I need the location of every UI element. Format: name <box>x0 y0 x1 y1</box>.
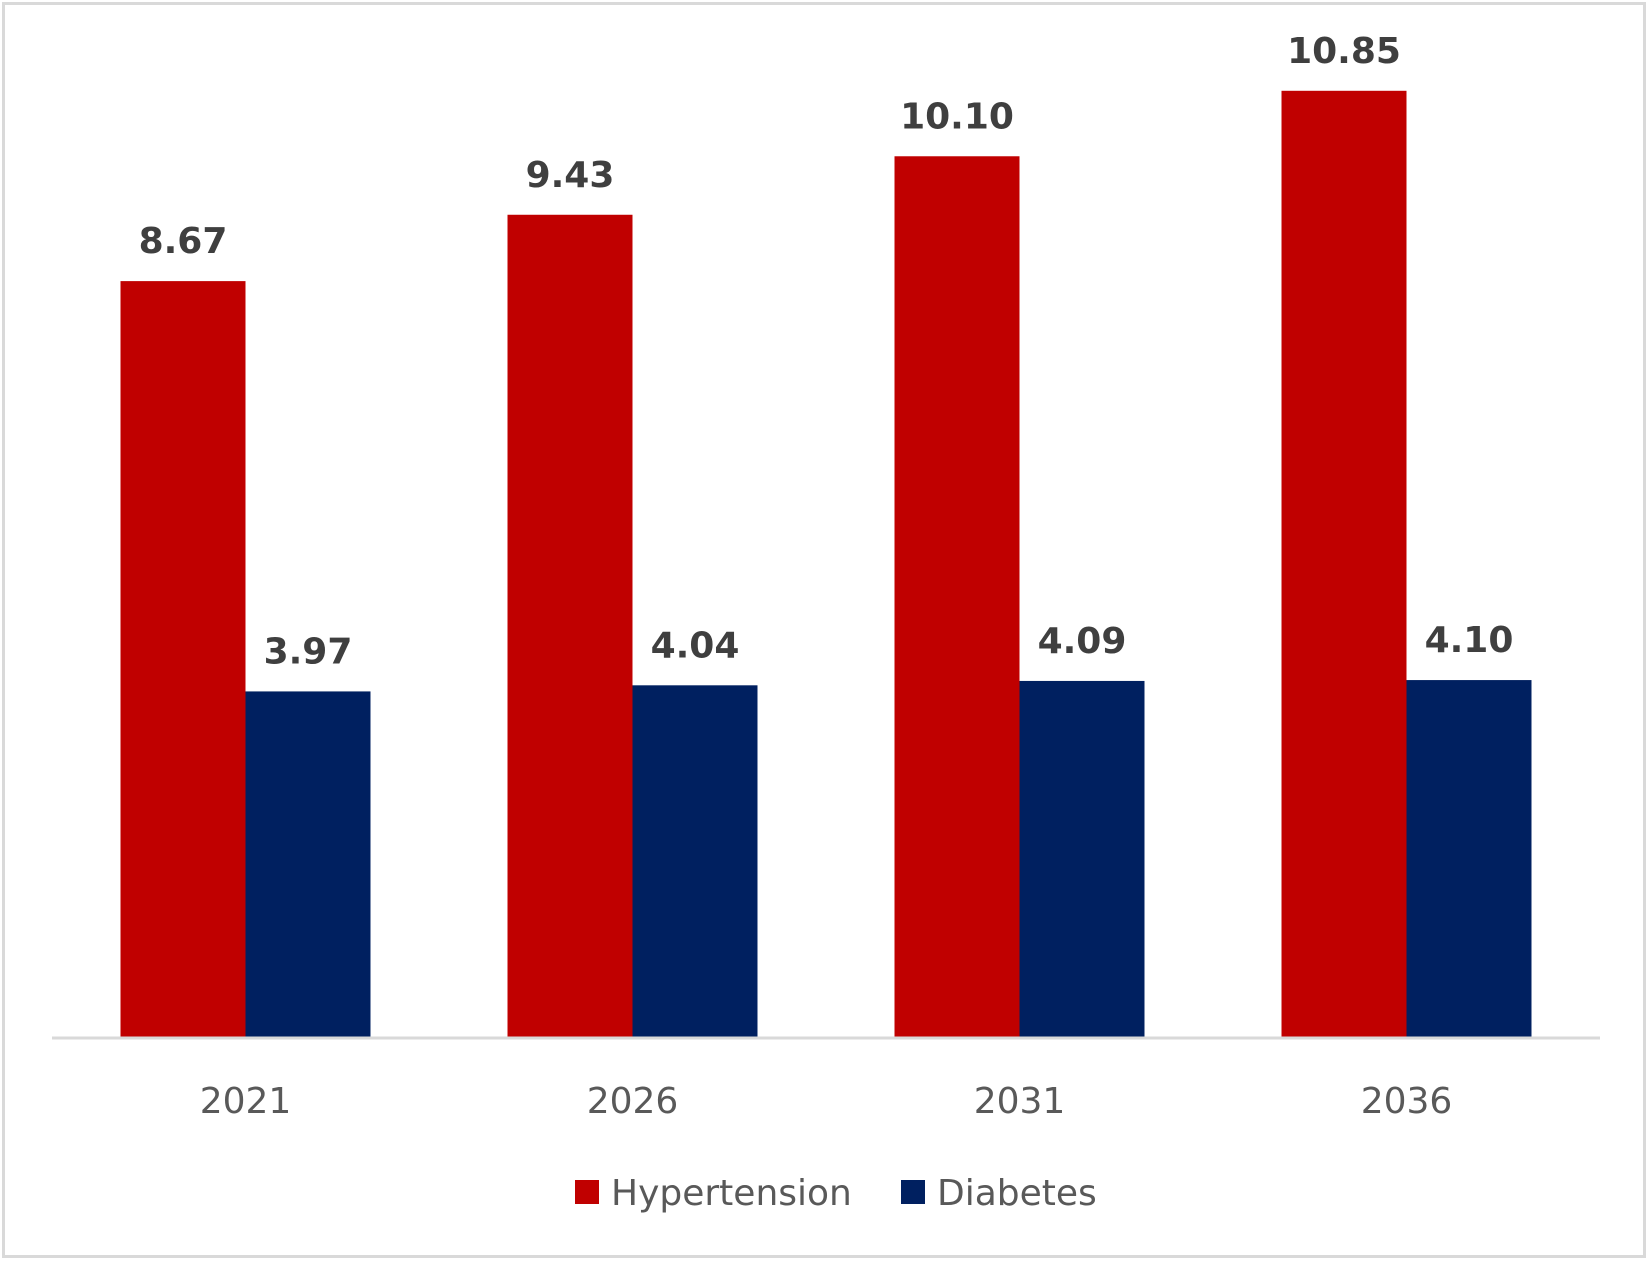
data-label-hypertension-2021: 8.67 <box>139 221 228 262</box>
x-tick-labels-group: 2021 2026 2031 2036 <box>200 1081 1453 1122</box>
bar-hypertension-2021 <box>120 281 246 1038</box>
legend-label-hypertension: Hypertension <box>611 1173 852 1214</box>
data-label-diabetes-2031: 4.09 <box>1038 621 1127 662</box>
legend: Hypertension Diabetes <box>575 1173 1097 1214</box>
bar-hypertension-2026 <box>507 214 633 1039</box>
bar-hypertension-2036 <box>1281 90 1407 1039</box>
bar-diabetes-2026 <box>632 685 758 1038</box>
data-labels-group: 8.67 3.97 9.43 4.04 10.10 4.09 10.85 4.10 <box>139 31 1514 673</box>
x-tick-label-2036: 2036 <box>1361 1081 1453 1122</box>
data-label-hypertension-2026: 9.43 <box>526 155 615 196</box>
data-label-hypertension-2036: 10.85 <box>1287 31 1401 72</box>
data-label-diabetes-2021: 3.97 <box>264 631 353 672</box>
data-label-diabetes-2026: 4.04 <box>651 625 740 666</box>
x-tick-label-2026: 2026 <box>587 1081 679 1122</box>
bars-group <box>120 90 1532 1039</box>
legend-swatch-hypertension <box>575 1180 599 1204</box>
bar-diabetes-2021 <box>245 691 371 1038</box>
bar-hypertension-2031 <box>894 156 1020 1038</box>
legend-label-diabetes: Diabetes <box>937 1173 1097 1214</box>
x-tick-label-2021: 2021 <box>200 1081 292 1122</box>
data-label-hypertension-2031: 10.10 <box>900 96 1014 137</box>
bar-diabetes-2036 <box>1406 680 1532 1038</box>
x-tick-label-2031: 2031 <box>974 1081 1066 1122</box>
bar-diabetes-2031 <box>1019 680 1145 1038</box>
legend-swatch-diabetes <box>901 1180 925 1204</box>
data-label-diabetes-2036: 4.10 <box>1425 620 1514 661</box>
